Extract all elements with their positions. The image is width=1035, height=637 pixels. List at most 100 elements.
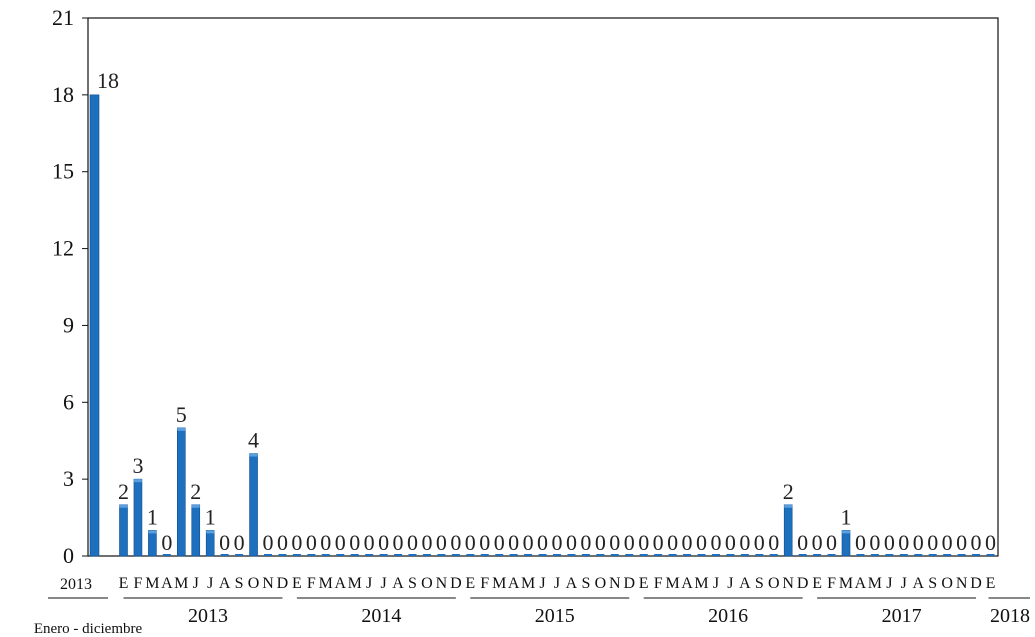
data-label: 0 <box>797 530 808 555</box>
x-month-label: J <box>539 575 545 592</box>
x-month-label: N <box>956 575 968 592</box>
bar-highlight <box>148 530 157 534</box>
bar <box>711 554 720 556</box>
x-month-label: M <box>665 575 679 592</box>
x-month-label: N <box>782 575 794 592</box>
data-label: 0 <box>942 530 953 555</box>
bar <box>480 554 489 556</box>
x-month-label: E <box>986 575 996 592</box>
x-month-label: F <box>133 575 142 592</box>
x-month-label: D <box>623 575 635 592</box>
first-bar-sublabel: Enero - diciembre <box>34 621 143 637</box>
data-label: 0 <box>913 530 924 555</box>
x-month-label: N <box>262 575 274 592</box>
bar-highlight <box>784 504 793 508</box>
bar <box>943 554 952 556</box>
bar <box>798 554 807 556</box>
x-month-label: S <box>408 575 417 592</box>
y-tick-label: 6 <box>63 389 74 414</box>
data-label: 0 <box>710 530 721 555</box>
x-month-label: N <box>609 575 621 592</box>
bar <box>148 530 157 557</box>
data-label: 0 <box>624 530 635 555</box>
bar <box>596 554 605 556</box>
x-month-label: M <box>868 575 882 592</box>
x-month-label: S <box>581 575 590 592</box>
bar <box>755 554 764 556</box>
data-label: 0 <box>812 530 823 555</box>
x-month-label: J <box>193 575 199 592</box>
x-month-label: A <box>161 575 173 592</box>
bar <box>466 554 475 556</box>
data-label: 0 <box>436 530 447 555</box>
bar <box>451 554 460 556</box>
x-month-label: J <box>380 575 386 592</box>
data-label: 0 <box>552 530 563 555</box>
data-label: 0 <box>349 530 360 555</box>
data-label: 0 <box>364 530 375 555</box>
bar <box>321 554 330 556</box>
bar <box>972 554 981 556</box>
data-label: 0 <box>479 530 490 555</box>
x-month-label: M <box>348 575 362 592</box>
bar <box>191 504 201 557</box>
x-month-label: E <box>639 575 649 592</box>
bar <box>856 554 865 556</box>
bar <box>235 554 244 556</box>
y-tick-label: 9 <box>63 312 74 337</box>
bar <box>567 554 576 556</box>
x-month-label: O <box>941 575 953 592</box>
bar <box>524 554 533 556</box>
bar-highlight <box>842 530 850 534</box>
data-label: 0 <box>320 530 331 555</box>
bar <box>827 554 836 556</box>
x-month-label: A <box>508 575 520 592</box>
y-tick-label: 18 <box>52 82 74 107</box>
x-month-label: M <box>694 575 708 592</box>
data-label: 0 <box>219 530 230 555</box>
bar <box>957 554 966 556</box>
bar <box>553 554 561 556</box>
bar <box>119 504 128 557</box>
bar <box>813 554 822 556</box>
bar <box>581 554 590 556</box>
bar <box>495 554 504 556</box>
x-month-label: A <box>681 575 693 592</box>
x-month-label: D <box>970 575 982 592</box>
data-label: 1 <box>205 504 216 529</box>
data-label: 0 <box>291 530 302 555</box>
x-month-label: E <box>812 575 822 592</box>
bar <box>841 530 851 557</box>
data-label: 0 <box>566 530 577 555</box>
bar <box>365 554 374 556</box>
data-label: 0 <box>898 530 909 555</box>
x-month-label: E <box>292 575 302 592</box>
data-label: 0 <box>595 530 606 555</box>
year-label: 2015 <box>535 605 575 627</box>
x-month-label: J <box>366 575 372 592</box>
data-label-annual: 18 <box>97 68 119 93</box>
bar <box>654 554 663 556</box>
data-label: 1 <box>147 504 158 529</box>
bar <box>509 554 518 556</box>
bar <box>726 554 735 556</box>
data-label: 3 <box>132 453 143 478</box>
x-month-label: O <box>768 575 780 592</box>
x-month-label: J <box>727 575 733 592</box>
bar <box>177 427 186 557</box>
x-month-label: D <box>277 575 289 592</box>
data-label: 0 <box>494 530 505 555</box>
x-month-label: M <box>145 575 159 592</box>
x-month-label: O <box>421 575 433 592</box>
bar <box>538 554 547 556</box>
plot-frame <box>87 17 999 557</box>
bar <box>769 554 778 556</box>
data-label: 0 <box>884 530 895 555</box>
bar <box>264 554 272 556</box>
data-label: 0 <box>956 530 967 555</box>
x-month-label: D <box>450 575 462 592</box>
bar <box>422 554 431 556</box>
bar <box>205 530 215 557</box>
x-month-label: A <box>739 575 751 592</box>
data-label: 0 <box>421 530 432 555</box>
